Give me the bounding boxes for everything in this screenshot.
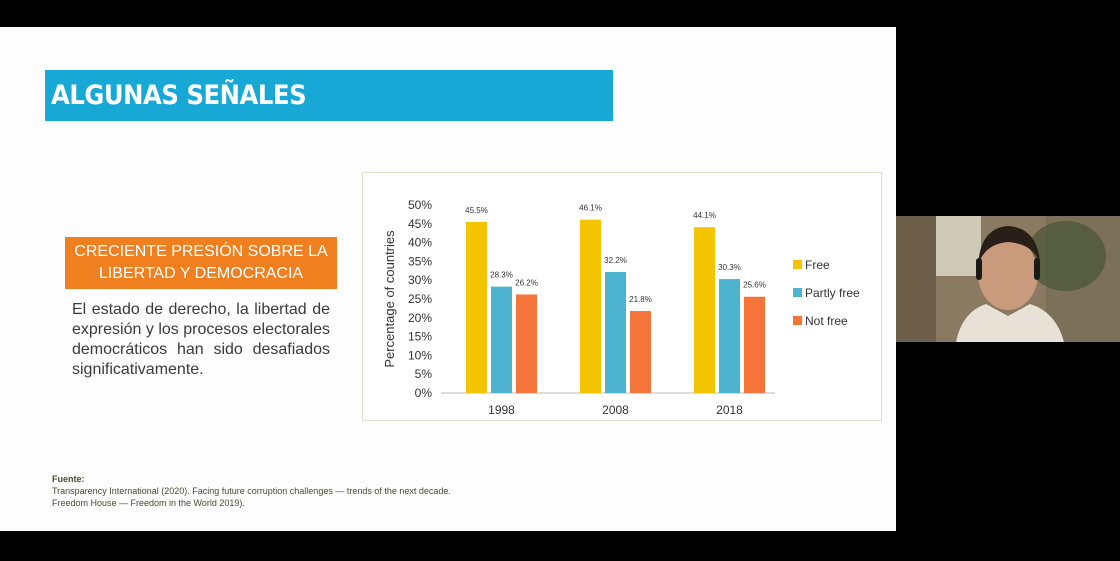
y-tick-label: 35%: [408, 254, 432, 268]
y-tick-label: 50%: [408, 198, 432, 212]
data-label: 28.3%: [490, 271, 513, 280]
y-tick-label: 20%: [408, 311, 432, 325]
x-tick-label: 1998: [488, 403, 515, 417]
y-tick-label: 30%: [408, 273, 432, 287]
bar-free-1998: [466, 221, 487, 393]
data-label: 32.2%: [604, 256, 627, 265]
source-label: Fuente:: [52, 474, 85, 484]
source-block: Fuente: Transparency International (2020…: [52, 473, 451, 509]
slide: ALGUNAS SEÑALES CRECIENTE PRESIÓN SOBRE …: [0, 27, 896, 531]
bar-partly-free-2018: [719, 279, 740, 393]
legend-swatch-free: [793, 260, 802, 269]
x-tick-label: 2018: [716, 403, 743, 417]
legend-label: Not free: [805, 314, 848, 328]
highlight-box: CRECIENTE PRESIÓN SOBRE LA LIBERTAD Y DE…: [65, 237, 337, 289]
data-label: 26.2%: [515, 278, 538, 287]
bar-not-free-2018: [744, 296, 765, 393]
source-line-1: Transparency International (2020). Facin…: [52, 486, 451, 496]
highlight-line-2: LIBERTAD Y DEMOCRACIA: [98, 265, 304, 282]
chart-frame: Percentage of countries 0% 5% 10% 15% 20% 25% 3…: [362, 172, 882, 421]
y-tick-label: 15%: [408, 330, 432, 344]
bar-partly-free-2008: [605, 271, 626, 393]
bar-chart: Percentage of countries 0% 5% 10% 15% 20% 25% 3…: [382, 198, 860, 417]
y-tick-label: 25%: [408, 292, 432, 306]
highlight-line-1: CRECIENTE PRESIÓN SOBRE LA: [74, 243, 328, 260]
y-tick-label: 40%: [408, 236, 432, 250]
data-label: 30.3%: [718, 263, 741, 272]
legend-swatch-not-free: [793, 316, 802, 325]
source-line-2: Freedom House — Freedom in the World 201…: [52, 498, 245, 508]
bar-free-2018: [694, 227, 715, 393]
slide-title: ALGUNAS SEÑALES: [51, 80, 307, 111]
x-tick-label: 2008: [602, 403, 629, 417]
y-tick-label: 5%: [415, 367, 433, 381]
bar-free-2008: [580, 219, 601, 393]
bar-partly-free-1998: [491, 286, 512, 393]
data-label: 21.8%: [629, 295, 652, 304]
data-label: 25.6%: [743, 281, 766, 290]
data-label: 46.1%: [579, 204, 602, 213]
y-tick-label: 45%: [408, 217, 432, 231]
y-tick-label: 0%: [415, 386, 433, 400]
title-bar: ALGUNAS SEÑALES: [45, 70, 613, 121]
legend-label: Partly free: [805, 286, 860, 300]
bar-not-free-1998: [516, 294, 537, 393]
data-label: 44.1%: [693, 211, 716, 220]
data-label: 45.5%: [465, 206, 488, 215]
legend-label: Free: [805, 258, 830, 272]
body-text: El estado de derecho, la libertad de exp…: [72, 301, 330, 378]
y-tick-label: 10%: [408, 348, 432, 362]
y-axis-label: Percentage of countries: [382, 230, 397, 368]
webcam-video: [896, 216, 1120, 342]
legend-swatch-partly-free: [793, 288, 802, 297]
bar-not-free-2008: [630, 311, 651, 393]
